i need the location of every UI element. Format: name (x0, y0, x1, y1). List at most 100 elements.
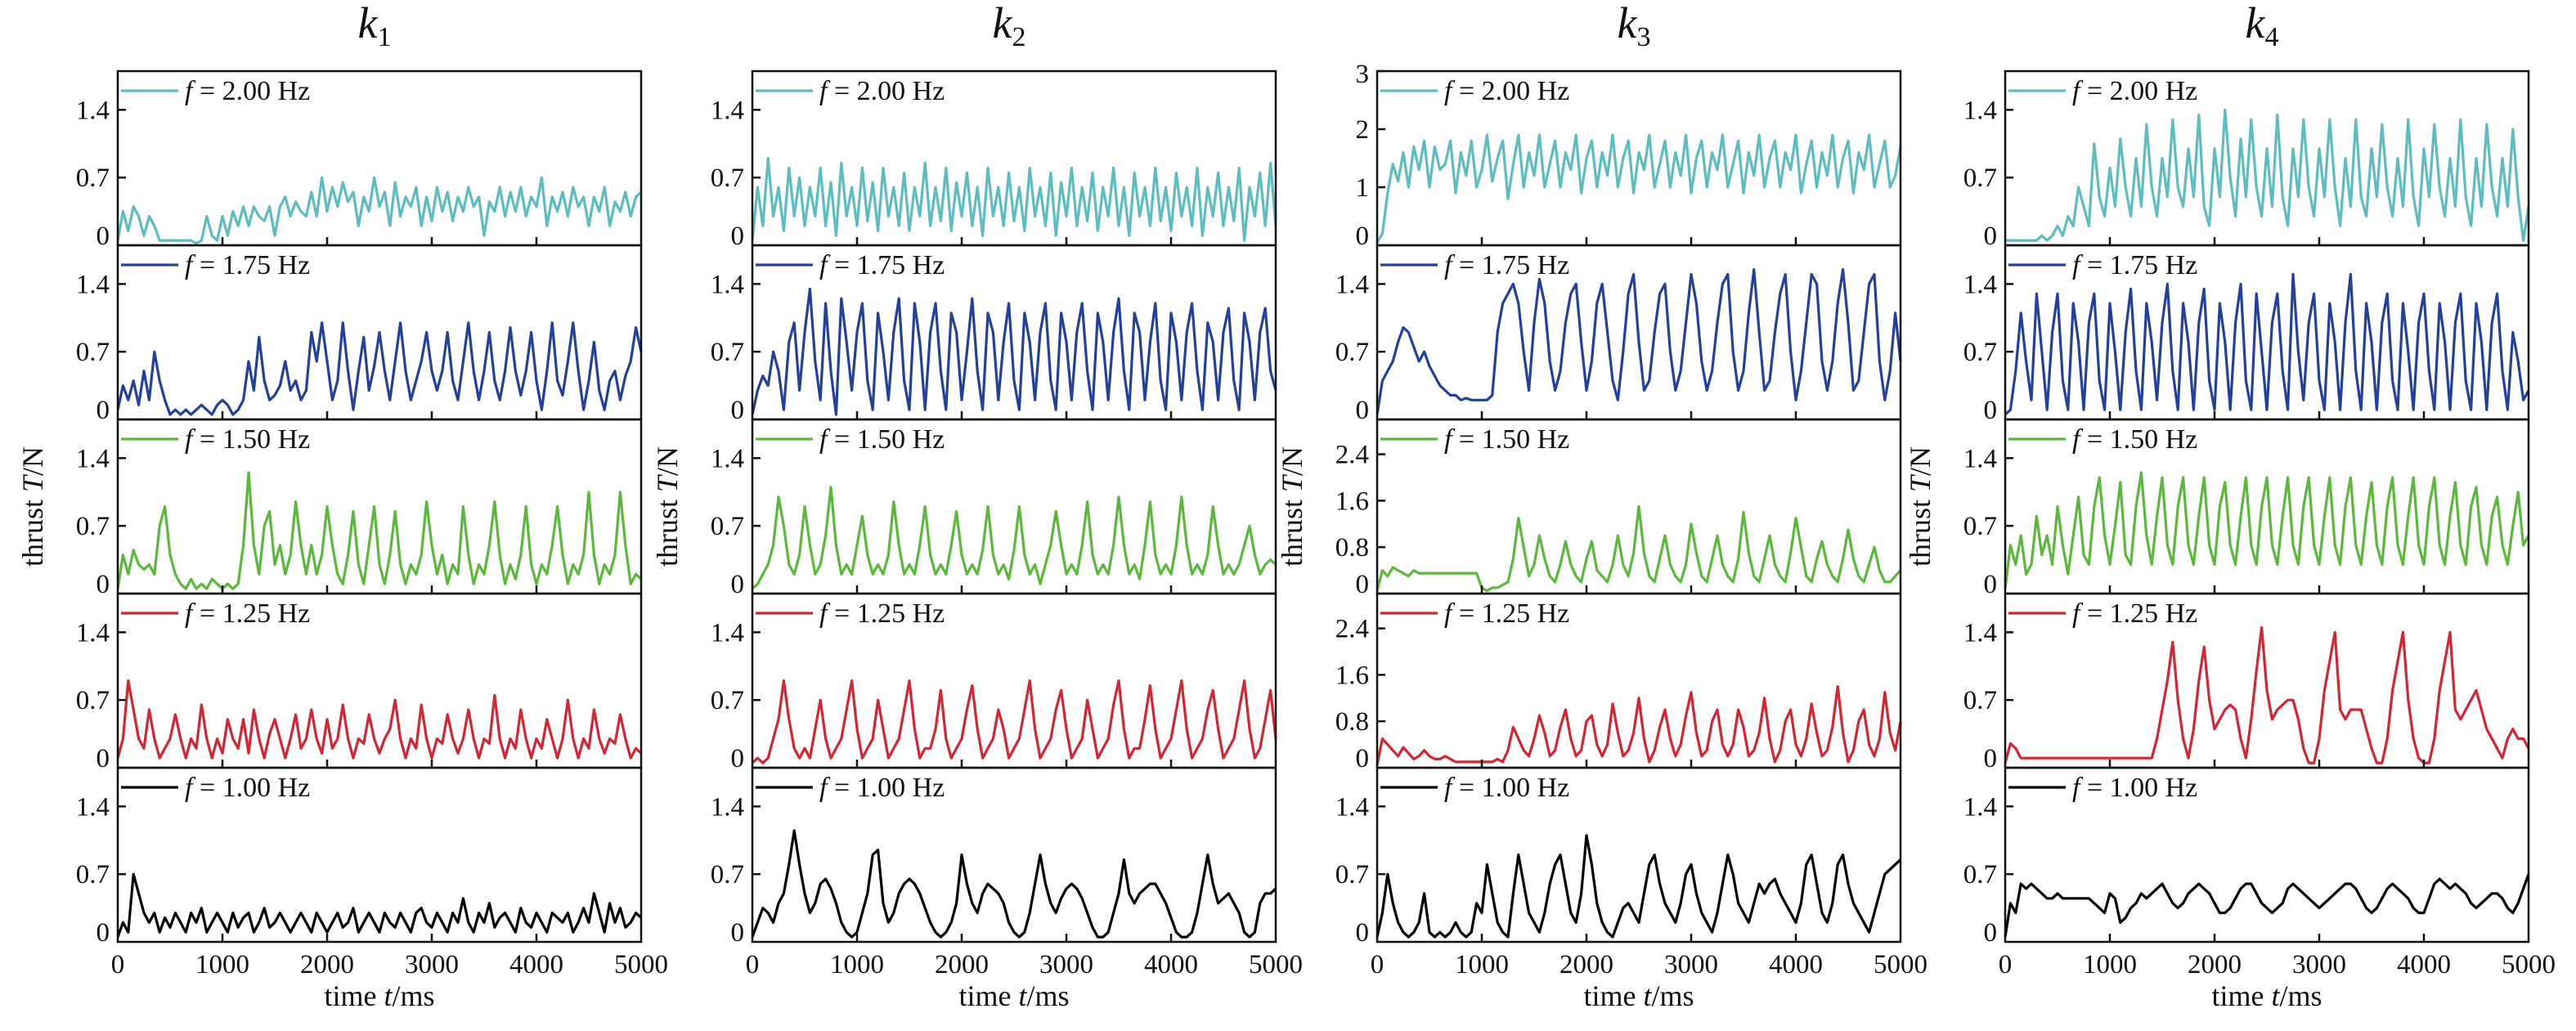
legend-label: f = 1.75 Hz (185, 250, 310, 280)
y-tick-label: 0 (96, 396, 110, 425)
y-tick-label: 0 (1356, 918, 1370, 948)
x-tick-label: 5000 (1249, 950, 1303, 979)
panel-f-1-50: 0 0.7 1.4 f = 1.50 Hz (1963, 418, 2530, 599)
legend: f = 1.75 Hz (756, 250, 945, 280)
y-tick-label: 0.7 (1963, 338, 1997, 367)
panel-f-1-50: 0 0.7 1.4 f = 1.50 Hz (76, 418, 643, 599)
legend: f = 1.50 Hz (1380, 424, 1569, 455)
y-tick-label: 0.7 (711, 686, 744, 715)
legend: f = 1.50 Hz (756, 424, 945, 455)
series-line-f-1-75 (116, 321, 643, 416)
x-axis-label: time t/ms (2211, 979, 2322, 1012)
column-title-sub: 4 (2264, 22, 2278, 52)
panel-f-1-25: 0 0.7 1.4 f = 1.25 Hz (711, 592, 1277, 773)
legend-label: f = 1.50 Hz (819, 424, 945, 455)
y-tick-label: 0 (96, 570, 110, 599)
legend-text: = 1.50 Hz (192, 424, 310, 455)
y-tick-label: 0 (731, 744, 745, 773)
legend-label: f = 2.00 Hz (2072, 76, 2197, 106)
x-axis-label-var: t (1018, 979, 1027, 1012)
legend: f = 1.25 Hz (1380, 598, 1569, 629)
legend-text: = 1.75 Hz (827, 250, 945, 280)
series-line-f-2-00 (2005, 108, 2530, 242)
legend-label: f = 2.00 Hz (1444, 76, 1569, 106)
x-tick-label: 4000 (509, 950, 563, 979)
legend-label: f = 1.75 Hz (819, 250, 945, 280)
x-axis-label-prefix: time (324, 979, 384, 1012)
legend-label: f = 1.25 Hz (185, 598, 310, 629)
panel-frame (1376, 766, 1902, 944)
legend-text: = 1.25 Hz (827, 598, 945, 629)
legend: f = 2.00 Hz (1380, 76, 1569, 106)
panel-f-1-75: 0 0.7 1.4 f = 1.75 Hz (711, 244, 1277, 425)
panel-f-2-00: 0 0.7 1.4 f = 2.00 Hz (76, 69, 643, 251)
y-axis-label-unit: /N (1904, 446, 1936, 476)
y-tick-label: 0.7 (711, 338, 744, 367)
panel-f-1-25: 0 0.7 1.4 f = 1.25 Hz (76, 592, 643, 773)
y-tick-label: 1.4 (1335, 792, 1369, 822)
y-tick-label: 0 (731, 570, 745, 599)
x-axis-label-prefix: time (1583, 979, 1643, 1012)
column-title-sub: 2 (1012, 22, 1025, 52)
y-tick-label: 0 (1984, 744, 1998, 773)
legend: f = 2.00 Hz (756, 76, 945, 106)
x-tick-label: 3000 (1664, 950, 1718, 979)
x-axis-label-unit: /ms (1651, 979, 1694, 1012)
panel-f-1-25: 0 0.7 1.4 f = 1.25 Hz (1963, 592, 2530, 773)
panel-f-1-00: 0 0.7 1.4 f = 1.00 Hz (1335, 766, 1902, 948)
legend-text: = 1.75 Hz (1452, 250, 1569, 280)
series-line-f-1-50 (751, 486, 1277, 590)
legend-text: = 1.00 Hz (192, 773, 310, 803)
column-title-var: k (358, 0, 379, 47)
y-tick-label: 1.4 (711, 792, 744, 822)
legend-label: f = 1.50 Hz (2072, 424, 2197, 455)
legend-text: = 1.00 Hz (827, 773, 945, 803)
legend: f = 1.75 Hz (121, 250, 310, 280)
series-line-f-1-75 (751, 287, 1277, 416)
y-tick-label: 0 (1356, 570, 1370, 599)
x-axis-label-var: t (2271, 979, 2280, 1012)
series-line-f-1-75 (2004, 272, 2530, 416)
legend-label: f = 1.25 Hz (2072, 598, 2197, 629)
legend: f = 1.00 Hz (121, 773, 310, 803)
column-title: k1 (358, 0, 392, 52)
y-tick-label: 0.7 (1963, 686, 1997, 715)
legend: f = 1.25 Hz (756, 598, 945, 629)
y-tick-label: 1.4 (711, 270, 744, 299)
y-tick-label: 1.4 (76, 270, 110, 299)
y-axis-label-var: T (1904, 473, 1936, 492)
y-tick-label: 1.4 (1963, 96, 1997, 125)
series-line-f-1-25 (751, 679, 1277, 764)
panel-frame (2004, 766, 2530, 944)
y-tick-label: 0 (96, 744, 110, 773)
y-tick-label: 0 (1984, 918, 1998, 948)
y-tick-label: 0.7 (711, 512, 744, 541)
y-axis-label: thrust T/N (16, 446, 49, 567)
y-axis-label-unit: /N (651, 446, 684, 476)
y-tick-label: 0 (1356, 222, 1370, 251)
panel-frame (116, 766, 643, 944)
y-tick-label: 2.4 (1335, 615, 1369, 644)
legend-text: = 1.25 Hz (2080, 598, 2197, 629)
legend: f = 1.25 Hz (121, 598, 310, 629)
panel-f-1-00: 0 0.7 1.4 f = 1.00 Hz (711, 766, 1277, 948)
x-tick-label: 5000 (2502, 950, 2556, 979)
y-tick-label: 1.4 (1963, 444, 1997, 473)
y-axis-label-unit: /N (16, 446, 49, 476)
x-axis-label-var: t (1643, 979, 1652, 1012)
series-line-f-1-50 (1376, 504, 1902, 593)
x-tick-label: 4000 (1769, 950, 1823, 979)
panel-f-1-50: 0 0.8 1.6 2.4 f = 1.50 Hz (1335, 418, 1902, 599)
x-axis-label-unit: /ms (392, 979, 434, 1012)
panel-f-1-75: 0 0.7 1.4 f = 1.75 Hz (1335, 244, 1902, 425)
series-line-f-1-25 (2004, 625, 2530, 764)
column-title-sub: 3 (1636, 22, 1650, 52)
x-axis-label-unit: /ms (2279, 979, 2322, 1012)
panel-f-1-75: 0 0.7 1.4 f = 1.75 Hz (76, 244, 643, 425)
legend-label: f = 2.00 Hz (819, 76, 945, 106)
y-axis-label: thrust T/N (1276, 446, 1308, 567)
panel-f-2-00: 0 0.7 1.4 f = 2.00 Hz (711, 69, 1277, 251)
